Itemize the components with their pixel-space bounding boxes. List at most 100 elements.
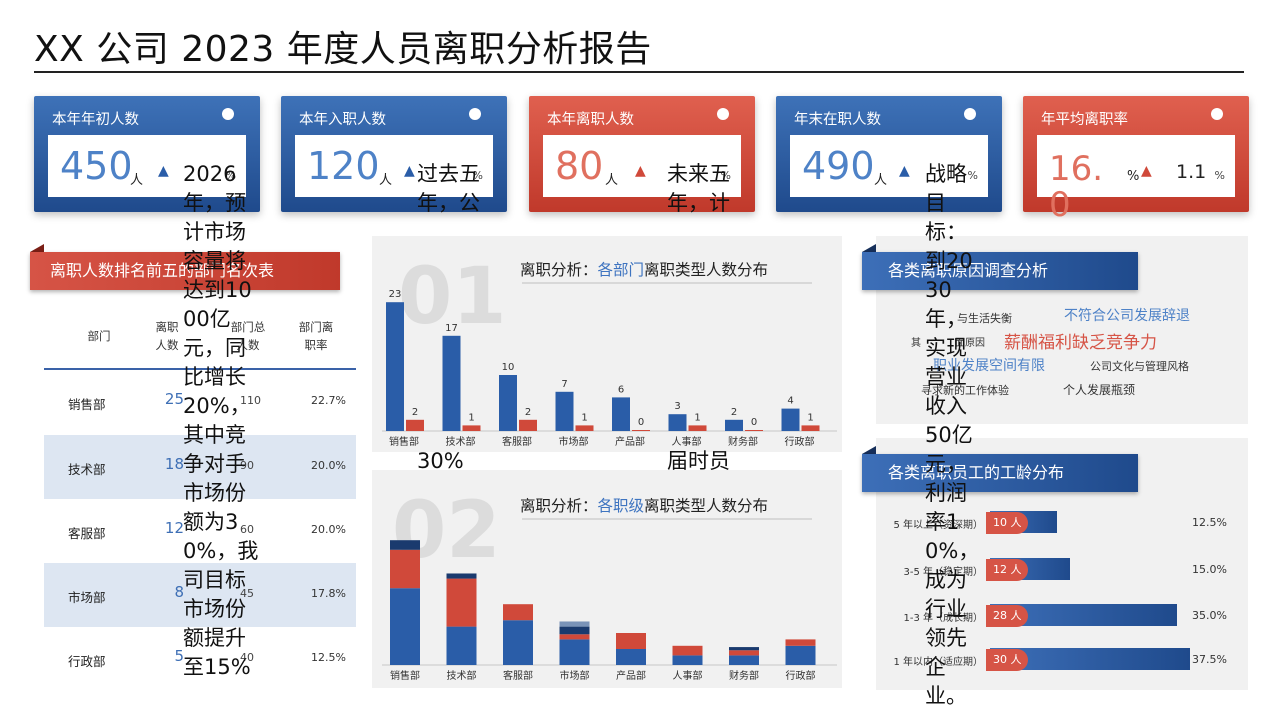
kpi-pct: % xyxy=(472,169,483,182)
bar-segment xyxy=(616,649,646,665)
up-triangle-icon: ▲ xyxy=(899,163,910,179)
bar-segment xyxy=(390,549,420,589)
title-underline xyxy=(522,518,812,520)
table-row: 销售部 25 110 22.7% xyxy=(44,370,356,434)
tick-label: 人事部 xyxy=(673,669,703,682)
title-underline xyxy=(522,282,812,284)
kpi-unit: 人 xyxy=(379,173,393,188)
chart-title: 离职分析：各职级离职类型人数分布 xyxy=(520,494,768,516)
reason-word: 公司文化与管理风格 xyxy=(1090,360,1189,373)
dot-icon xyxy=(222,108,234,120)
page-title: XX 公司 2023 年度人员离职分析报告 xyxy=(34,29,652,70)
bar xyxy=(668,414,687,431)
data-label: 1 xyxy=(581,412,587,423)
tenure-count-tag: 30 人 xyxy=(986,649,1028,671)
tick-label: 市场部 xyxy=(559,435,589,448)
bar-segment xyxy=(785,645,816,665)
tick-label: 市场部 xyxy=(560,669,590,682)
kpi-pct: % xyxy=(1214,169,1225,182)
row-count: 8 xyxy=(174,583,184,601)
chart-title-suffix: 离职类型人数分布 xyxy=(644,261,769,279)
tick-label: 财务部 xyxy=(728,435,758,448)
table-row: 客服部 12 60 20.0% xyxy=(44,499,356,563)
tick-label: 销售部 xyxy=(390,669,420,682)
data-label: 17 xyxy=(445,323,458,334)
bar-segment xyxy=(446,626,477,665)
row-dept: 客服部 xyxy=(68,526,106,541)
data-label: 6 xyxy=(618,384,624,395)
dot-icon xyxy=(717,108,729,120)
row-total: 110 xyxy=(240,394,261,407)
bar-segment xyxy=(503,620,533,665)
ribbon-fold xyxy=(862,244,876,252)
kpi-value-box: 490 人 ▲ % xyxy=(790,135,988,197)
tenure-label: 3-5 年（稳定期） xyxy=(903,567,983,578)
row-dept: 市场部 xyxy=(68,590,106,605)
tick-label: 财务部 xyxy=(729,669,759,682)
row-rate: 22.7% xyxy=(311,394,346,407)
row-total: 40 xyxy=(240,651,254,664)
bar xyxy=(406,419,424,431)
kpi-label: 本年入职人数 xyxy=(299,112,386,128)
kpi-unit: 人 xyxy=(874,173,888,188)
chart-dept-bars: 23 2 销售部 17 1 技术部 10 2 客服部 7 1 市场部 6 0 产品部 3 1 人事部 2 0 财务部 4 1… xyxy=(382,289,837,448)
bar-segment xyxy=(672,645,703,656)
row-total: 45 xyxy=(240,587,254,600)
overflow-text-market: 2026年，预计市场容量将达到1000亿元，同比增长20%，其中竞争对手市场份额… xyxy=(183,162,259,679)
reason-word: 职业发展空间有限 xyxy=(933,358,1045,374)
row-rate: 12.5% xyxy=(311,651,346,664)
reason-word: 个人发展瓶颈 xyxy=(1063,383,1136,397)
bar-segment xyxy=(729,655,759,665)
table-header-divider xyxy=(44,368,356,370)
bar-segment xyxy=(559,639,590,665)
kpi-label: 本年年初人数 xyxy=(52,112,139,128)
dept-table-ribbon: 离职人数排名前五的部门名次表 xyxy=(30,252,340,290)
bar xyxy=(781,408,800,431)
kpi-card-end-headcount: 年末在职人数 490 人 ▲ % xyxy=(776,96,1002,212)
overflow-text-rnd: 过去五年，公司研发投入占比达30% xyxy=(417,162,480,215)
chart-title-prefix: 离职分析： xyxy=(520,261,598,279)
data-label: 2 xyxy=(525,407,531,418)
row-rate: 17.8% xyxy=(311,587,346,600)
kpi-value: 80 xyxy=(555,144,604,188)
tenure-label: 5 年以上（资深期） xyxy=(893,520,983,531)
table-row: 行政部 5 40 12.5% xyxy=(44,627,356,691)
dot-icon xyxy=(964,108,976,120)
kpi-label: 年末在职人数 xyxy=(794,112,881,128)
ribbon-fold xyxy=(862,446,876,454)
kpi-unit: 人 xyxy=(605,173,619,188)
kpi-value-box: 16.0 % ▲ 1.1 % xyxy=(1037,135,1235,223)
bar-segment xyxy=(446,573,477,579)
kpi-card-hired: 本年入职人数 120 人 ▲ % xyxy=(281,96,507,212)
bar-segment xyxy=(729,650,759,656)
tenure-bar xyxy=(990,648,1190,670)
reason-ribbon: 各类离职原因调查分析 xyxy=(862,252,1138,290)
reason-word: 其 xyxy=(911,338,921,349)
data-label: 3 xyxy=(674,401,680,412)
kpi-value: 16.0 xyxy=(1049,149,1104,225)
overflow-text-invest: 未来五年，计划投资届时员 xyxy=(667,162,730,215)
bar xyxy=(442,335,461,431)
tenure-label: 1 年以内（适应期） xyxy=(893,657,983,668)
table-header-dept: 部门 xyxy=(87,329,111,343)
ribbon-fold xyxy=(30,244,44,252)
kpi-label: 本年离职人数 xyxy=(547,112,634,128)
bar-segment xyxy=(390,588,420,665)
tenure-label: 1-3 年（成长期） xyxy=(903,613,983,624)
kpi-value: 450 xyxy=(60,144,133,188)
data-label: 10 xyxy=(502,362,515,373)
kpi-change: 1.1 xyxy=(1176,161,1207,183)
kpi-label: 年平均离职率 xyxy=(1041,112,1128,128)
bar-segment xyxy=(785,639,816,646)
up-triangle-icon: ▲ xyxy=(404,163,415,179)
bar-segment xyxy=(390,540,420,550)
table-header-total: 部门总人数 xyxy=(230,320,266,352)
reason-word: 面原因 xyxy=(955,338,985,349)
bar-segment xyxy=(672,655,703,665)
tenure-count-tag: 10 人 xyxy=(986,512,1028,534)
bar-segment xyxy=(559,626,590,635)
kpi-unit: % xyxy=(1127,169,1140,184)
data-label: 1 xyxy=(807,412,813,423)
kpi-card-start-headcount: 本年年初人数 450 人 ▲ % xyxy=(34,96,260,212)
bar xyxy=(745,430,763,431)
